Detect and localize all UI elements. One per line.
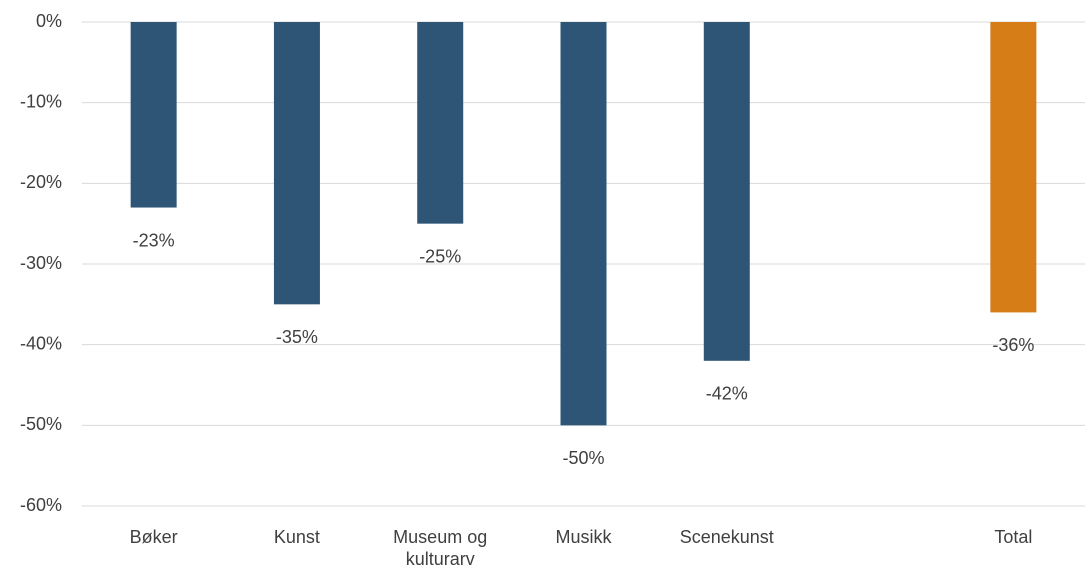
y-tick-label: -30% bbox=[20, 253, 62, 273]
x-tick-label: Scenekunst bbox=[679, 527, 774, 547]
data-label: -25% bbox=[419, 246, 461, 266]
x-tick-label: Bøker bbox=[129, 527, 178, 547]
bar bbox=[273, 22, 320, 305]
data-label: -23% bbox=[133, 230, 175, 250]
bar bbox=[560, 22, 607, 426]
data-label: -36% bbox=[992, 335, 1034, 355]
y-tick-label: -40% bbox=[20, 333, 62, 353]
x-tick-label: Musikk bbox=[555, 527, 612, 547]
y-tick-label: -50% bbox=[20, 414, 62, 434]
y-tick-label: -10% bbox=[20, 91, 62, 111]
x-tick-label: Total bbox=[994, 527, 1033, 547]
bar bbox=[130, 22, 177, 208]
data-label: -42% bbox=[706, 384, 748, 404]
data-label: -50% bbox=[562, 448, 604, 468]
y-tick-label: -60% bbox=[20, 495, 62, 515]
y-tick-label: -20% bbox=[20, 172, 62, 192]
x-tick-label: Museum og kulturarv bbox=[393, 527, 488, 569]
bar bbox=[417, 22, 464, 224]
y-tick-label: 0% bbox=[36, 11, 62, 31]
bar bbox=[990, 22, 1037, 313]
x-tick-label: Kunst bbox=[273, 527, 320, 547]
bar bbox=[703, 22, 750, 361]
data-label: -35% bbox=[276, 327, 318, 347]
